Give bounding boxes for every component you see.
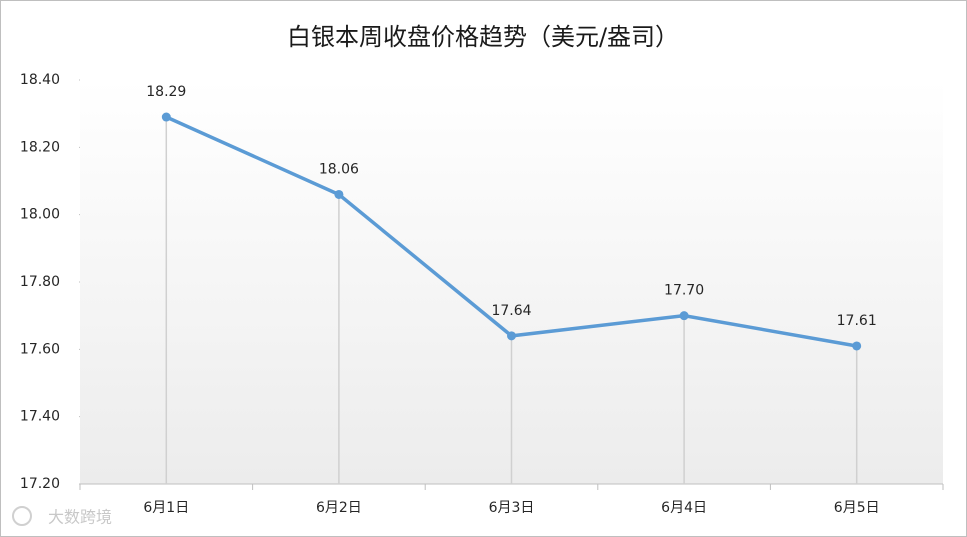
data-point xyxy=(507,331,516,341)
watermark: 大数跨境 xyxy=(48,508,112,527)
data-point xyxy=(679,311,689,321)
y-tick-label: 18.40 xyxy=(20,72,60,88)
data-label: 17.61 xyxy=(837,313,877,329)
data-label: 18.29 xyxy=(146,84,186,100)
data-point xyxy=(161,112,171,122)
x-tick-label: 6月3日 xyxy=(489,500,535,516)
data-label: 18.06 xyxy=(319,161,359,177)
y-tick-label: 18.00 xyxy=(20,207,60,223)
x-tick-label: 6月2日 xyxy=(316,500,362,516)
data-label: 17.70 xyxy=(664,283,704,299)
data-label: 17.64 xyxy=(491,303,531,319)
y-tick-label: 18.20 xyxy=(20,139,60,155)
x-tick-label: 6月1日 xyxy=(143,500,189,516)
y-tick-label: 17.80 xyxy=(20,274,60,290)
y-tick-label: 17.40 xyxy=(20,409,60,425)
chart-title: 白银本周收盘价格趋势（美元/盎司） xyxy=(287,23,679,51)
y-tick-label: 17.20 xyxy=(20,476,60,492)
x-tick-label: 6月5日 xyxy=(834,500,880,516)
data-point xyxy=(852,341,862,351)
y-tick-label: 17.60 xyxy=(20,341,60,357)
data-point xyxy=(334,189,344,199)
watermark-logo xyxy=(12,506,32,526)
x-tick-label: 6月4日 xyxy=(661,500,707,516)
